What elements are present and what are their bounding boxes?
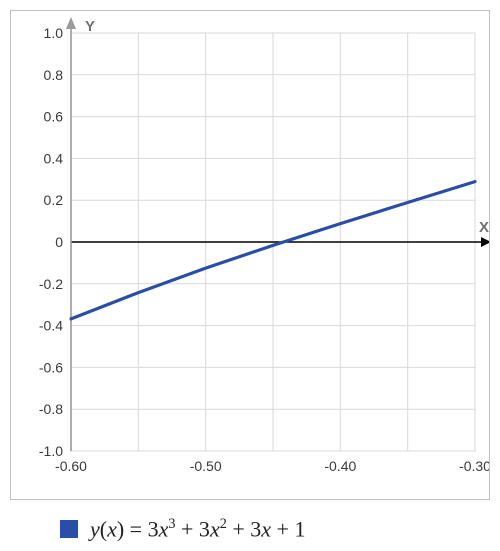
svg-text:-0.8: -0.8 [39, 401, 63, 417]
legend: y(x) = 3x3 + 3x2 + 3x + 1 [60, 516, 305, 542]
svg-text:-0.50: -0.50 [190, 458, 222, 474]
legend-swatch [60, 520, 78, 538]
svg-text:X: X [479, 219, 489, 236]
svg-text:0: 0 [55, 234, 63, 250]
svg-text:-0.40: -0.40 [324, 458, 356, 474]
svg-text:Y: Y [85, 18, 95, 35]
chart-frame: -1.0 -0.8 -0.6 -0.4 -0.2 0 0.2 0.4 0.6 0.8 1.0 -0.6… [10, 10, 490, 500]
svg-text:-0.2: -0.2 [39, 276, 63, 292]
svg-text:-0.4: -0.4 [39, 318, 63, 334]
svg-text:-1.0: -1.0 [39, 443, 63, 459]
svg-text:-0.60: -0.60 [55, 458, 87, 474]
svg-text:0.2: 0.2 [44, 192, 64, 208]
chart-svg: -1.0 -0.8 -0.6 -0.4 -0.2 0 0.2 0.4 0.6 0.8 1.0 -0.6… [11, 11, 489, 499]
svg-text:0.4: 0.4 [44, 150, 64, 166]
svg-text:-0.6: -0.6 [39, 359, 63, 375]
svg-text:-0.30: -0.30 [459, 458, 489, 474]
legend-equation: y(x) = 3x3 + 3x2 + 3x + 1 [90, 516, 305, 542]
svg-text:0.8: 0.8 [44, 67, 64, 83]
svg-text:1.0: 1.0 [44, 25, 64, 41]
svg-text:0.6: 0.6 [44, 109, 64, 125]
